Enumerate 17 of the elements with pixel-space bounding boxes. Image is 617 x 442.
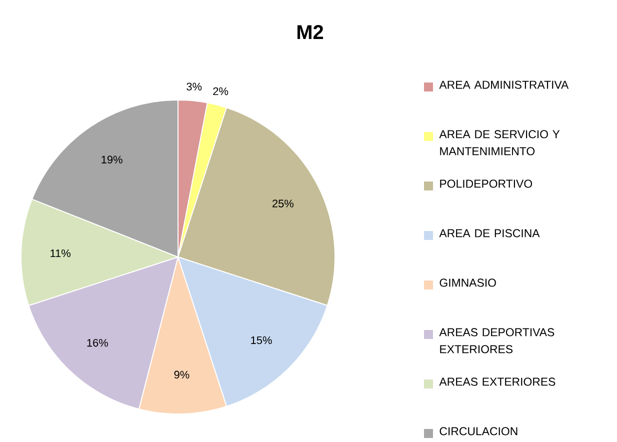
legend-label: AREA DE SERVICIO Y MANTENIMIENTO — [439, 130, 560, 156]
legend-label: AREA ADMINISTRATIVA — [439, 80, 569, 89]
chart-title: M2 — [297, 25, 324, 39]
legend-label: AREAS EXTERIORES — [439, 378, 556, 386]
data-label: 16% — [87, 338, 108, 347]
data-label: 9% — [174, 370, 190, 379]
legend-label: AREAS DEPORTIVAS EXTERIORES — [439, 328, 554, 354]
data-label: 11% — [50, 249, 70, 258]
data-label: 2% — [213, 87, 228, 96]
data-label: 3% — [186, 82, 202, 90]
legend-label: GIMNASIO — [440, 278, 496, 287]
data-label: 19% — [102, 156, 122, 164]
data-label: 25% — [272, 200, 294, 208]
legend-label: CIRCULACION — [440, 427, 518, 436]
legend-label: POLIDEPORTIVO — [440, 180, 532, 188]
data-label: 15% — [251, 336, 272, 344]
legend-label: AREA DE PISCINA — [439, 229, 540, 238]
